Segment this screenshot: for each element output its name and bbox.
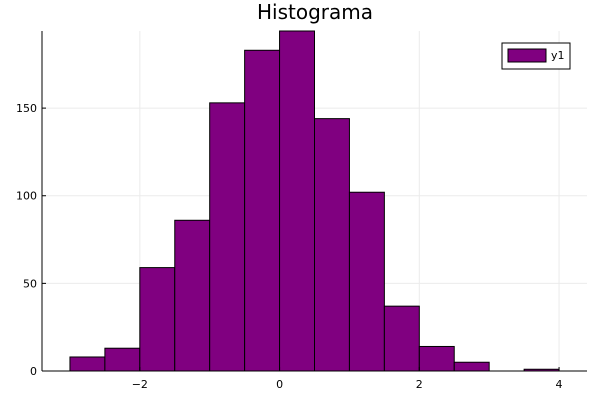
histogram-bar xyxy=(348,191,385,372)
histogram-bar xyxy=(209,102,246,372)
axes xyxy=(41,31,587,372)
legend-label: y1 xyxy=(551,49,565,62)
x-tick-labels: −2 0 2 4 xyxy=(132,378,563,391)
y-tick-labels: 0 50 100 150 xyxy=(16,102,37,378)
legend: y1 xyxy=(501,42,571,70)
y-tick-label: 50 xyxy=(23,277,37,290)
x-tick-label: 4 xyxy=(556,378,563,391)
x-tick-label: 0 xyxy=(276,378,283,391)
histogram-bar xyxy=(139,267,176,372)
histogram-bar xyxy=(104,347,141,372)
histogram-bar xyxy=(314,118,350,372)
x-tick-label: 2 xyxy=(416,378,423,391)
y-tick-label: 0 xyxy=(30,365,37,378)
histogram-bar xyxy=(279,30,316,372)
histogram-bar xyxy=(383,305,420,372)
histogram-bar xyxy=(69,356,106,372)
histogram-bar xyxy=(244,49,281,372)
y-tick-label: 150 xyxy=(16,102,37,115)
legend-swatch xyxy=(507,48,547,63)
histogram-bar xyxy=(174,219,211,372)
x-tick-label: −2 xyxy=(132,378,148,391)
y-tick-label: 100 xyxy=(16,190,37,203)
histogram-bar xyxy=(453,361,490,372)
chart-title: Histograma xyxy=(257,0,373,24)
histogram-bars xyxy=(69,30,560,372)
histogram-bar xyxy=(418,345,455,372)
